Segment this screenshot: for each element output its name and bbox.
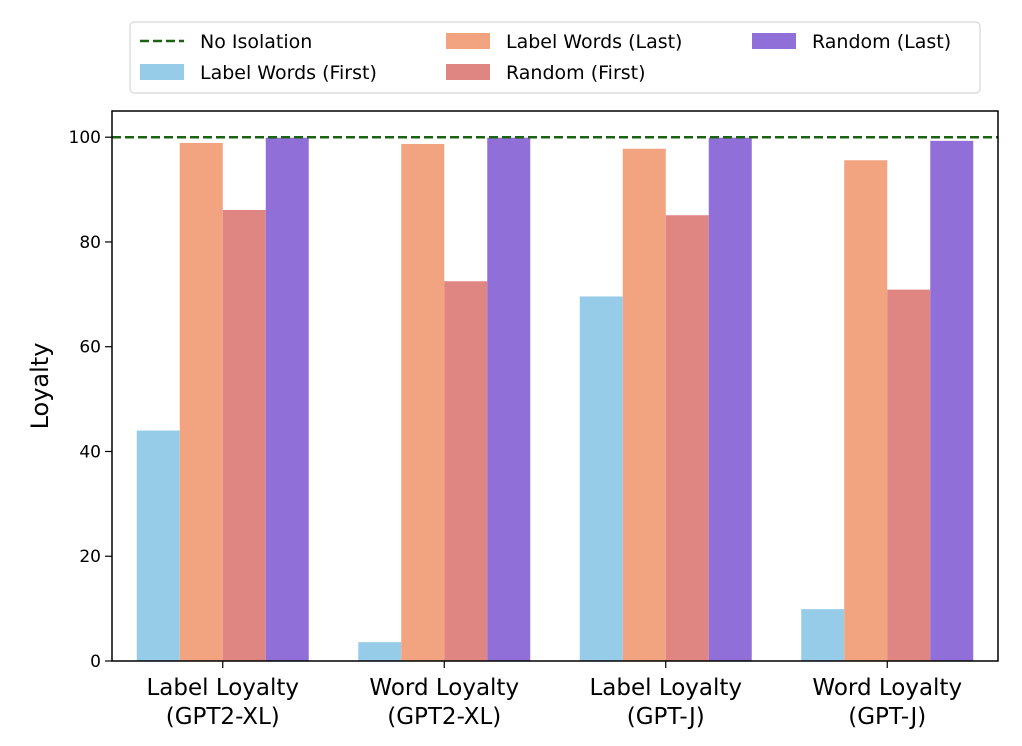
bar [930, 140, 974, 661]
bar [136, 430, 180, 661]
y-tick-label: 40 [79, 442, 101, 462]
legend-color-swatch [446, 33, 490, 49]
bar [579, 296, 623, 661]
bar [401, 144, 445, 661]
legend-label: Label Words (Last) [506, 31, 682, 53]
bar [887, 289, 931, 661]
y-tick-label: 60 [79, 338, 101, 358]
x-tick-label: Label Loyalty [146, 675, 299, 701]
legend: No Isolation Label Words (First) Label Wor… [129, 21, 981, 94]
legend-color-swatch [752, 33, 796, 49]
bar [622, 148, 666, 661]
bar [665, 215, 709, 661]
bar [801, 609, 845, 661]
legend-color-swatch [140, 64, 184, 80]
x-axis-ticks: Label Loyalty (GPT2-XL) Word Loyalty (GPT2-… [146, 661, 962, 730]
legend-label: No Isolation [200, 31, 312, 53]
plot-area-frame [111, 110, 999, 662]
y-tick-label: 20 [79, 547, 101, 567]
x-tick-label: Word Loyalty [812, 675, 962, 701]
legend-color-swatch [446, 64, 490, 80]
bar [179, 142, 223, 661]
x-tick-label: (GPT-J) [627, 704, 705, 730]
x-tick-label: Word Loyalty [369, 675, 519, 701]
legend-label: Random (Last) [812, 31, 951, 53]
x-tick-label: Label Loyalty [589, 675, 742, 701]
y-tick-label: 100 [69, 128, 101, 148]
bar [222, 210, 266, 661]
bar [444, 281, 488, 661]
bar [487, 137, 531, 661]
bar [844, 160, 888, 661]
y-axis-label: Loyalty [26, 343, 54, 430]
y-axis-ticks: 0 20 40 60 80 100 [69, 128, 112, 672]
bar [708, 137, 752, 661]
x-tick-label: (GPT-J) [848, 704, 926, 730]
x-tick-label: (GPT2-XL) [387, 704, 501, 730]
legend-label: Label Words (First) [200, 62, 377, 84]
y-tick-label: 0 [90, 652, 101, 672]
y-tick-label: 80 [79, 233, 101, 253]
bar [358, 642, 402, 661]
x-tick-label: (GPT2-XL) [166, 704, 280, 730]
legend-label: Random (First) [506, 62, 646, 84]
bar [265, 137, 309, 661]
bars [136, 137, 974, 661]
